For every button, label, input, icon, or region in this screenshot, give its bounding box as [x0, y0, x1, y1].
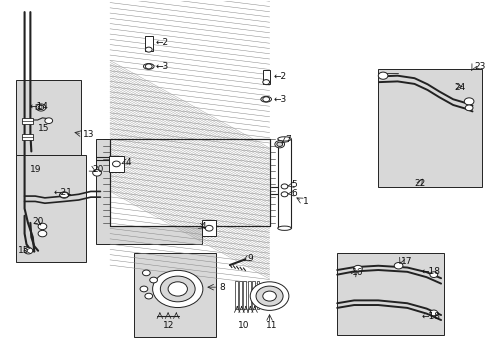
Ellipse shape — [277, 137, 291, 141]
Text: 12: 12 — [163, 321, 174, 330]
Bar — [247, 281, 250, 309]
Circle shape — [464, 105, 472, 111]
Circle shape — [205, 225, 213, 231]
Circle shape — [281, 184, 287, 189]
Circle shape — [393, 262, 402, 269]
Circle shape — [262, 291, 276, 301]
Bar — [144, 36, 152, 51]
Bar — [202, 220, 216, 236]
Circle shape — [24, 248, 33, 254]
Text: ←18: ←18 — [421, 312, 440, 321]
Circle shape — [145, 47, 152, 52]
Circle shape — [38, 105, 44, 110]
Circle shape — [140, 286, 147, 292]
Bar — [256, 281, 259, 309]
Text: ←2: ←2 — [156, 38, 169, 47]
Text: 9: 9 — [247, 254, 253, 263]
Text: 20: 20 — [92, 165, 103, 174]
Circle shape — [149, 277, 157, 283]
Circle shape — [276, 142, 282, 147]
Bar — [234, 281, 237, 309]
Text: 10: 10 — [238, 321, 249, 330]
Text: 11: 11 — [265, 321, 277, 330]
Text: ←3: ←3 — [273, 95, 286, 104]
Bar — [96, 139, 202, 244]
Bar — [21, 118, 33, 124]
Circle shape — [38, 223, 47, 230]
Text: 4: 4 — [200, 222, 205, 231]
Circle shape — [145, 64, 152, 69]
Text: 7: 7 — [285, 135, 291, 144]
Circle shape — [353, 265, 362, 272]
Circle shape — [250, 282, 288, 310]
Bar — [337, 253, 443, 336]
Circle shape — [152, 270, 203, 307]
Text: 15: 15 — [38, 124, 49, 133]
Circle shape — [168, 282, 187, 296]
Text: 17: 17 — [400, 257, 411, 266]
Text: ←14: ←14 — [29, 102, 48, 111]
Text: 22: 22 — [414, 179, 425, 188]
Bar — [134, 253, 216, 337]
Text: ←3: ←3 — [156, 62, 169, 71]
Bar — [277, 139, 291, 228]
Ellipse shape — [260, 96, 271, 102]
Circle shape — [262, 80, 269, 85]
Circle shape — [256, 286, 283, 306]
Bar — [110, 139, 269, 226]
Circle shape — [160, 276, 195, 302]
Circle shape — [60, 192, 68, 198]
Bar — [110, 139, 269, 226]
Circle shape — [144, 293, 152, 299]
Bar — [252, 281, 255, 309]
Bar — [109, 156, 123, 172]
Text: 4: 4 — [126, 158, 131, 167]
Bar — [262, 70, 269, 84]
Circle shape — [36, 104, 46, 111]
Bar — [16, 80, 81, 155]
Text: 16: 16 — [351, 268, 363, 277]
Text: 24: 24 — [454, 83, 465, 92]
Circle shape — [142, 270, 150, 276]
Bar — [16, 155, 86, 262]
Circle shape — [274, 141, 284, 148]
Ellipse shape — [143, 64, 154, 69]
Text: 8: 8 — [219, 283, 225, 292]
Circle shape — [38, 230, 47, 237]
Text: 23: 23 — [473, 62, 484, 71]
Text: 5: 5 — [291, 180, 296, 189]
Circle shape — [463, 98, 473, 105]
Circle shape — [429, 310, 437, 316]
Bar — [110, 139, 269, 226]
Text: ←21: ←21 — [54, 188, 72, 197]
Text: 6: 6 — [291, 189, 296, 198]
Text: 15: 15 — [18, 246, 30, 255]
Circle shape — [262, 97, 269, 102]
Text: 19: 19 — [30, 165, 42, 174]
Text: 13: 13 — [83, 130, 94, 139]
Text: 1: 1 — [303, 197, 308, 206]
Text: □: □ — [34, 102, 41, 111]
Text: ←18: ←18 — [421, 267, 440, 276]
Circle shape — [112, 161, 120, 167]
Circle shape — [378, 72, 387, 79]
Bar — [243, 281, 246, 309]
Text: ←2: ←2 — [273, 72, 286, 81]
Ellipse shape — [277, 226, 291, 230]
Bar — [239, 281, 242, 309]
Text: 20: 20 — [33, 217, 44, 226]
Circle shape — [281, 192, 287, 197]
Circle shape — [93, 170, 101, 176]
Bar — [21, 134, 33, 140]
Circle shape — [429, 272, 437, 278]
Circle shape — [45, 118, 53, 123]
Bar — [378, 69, 481, 187]
